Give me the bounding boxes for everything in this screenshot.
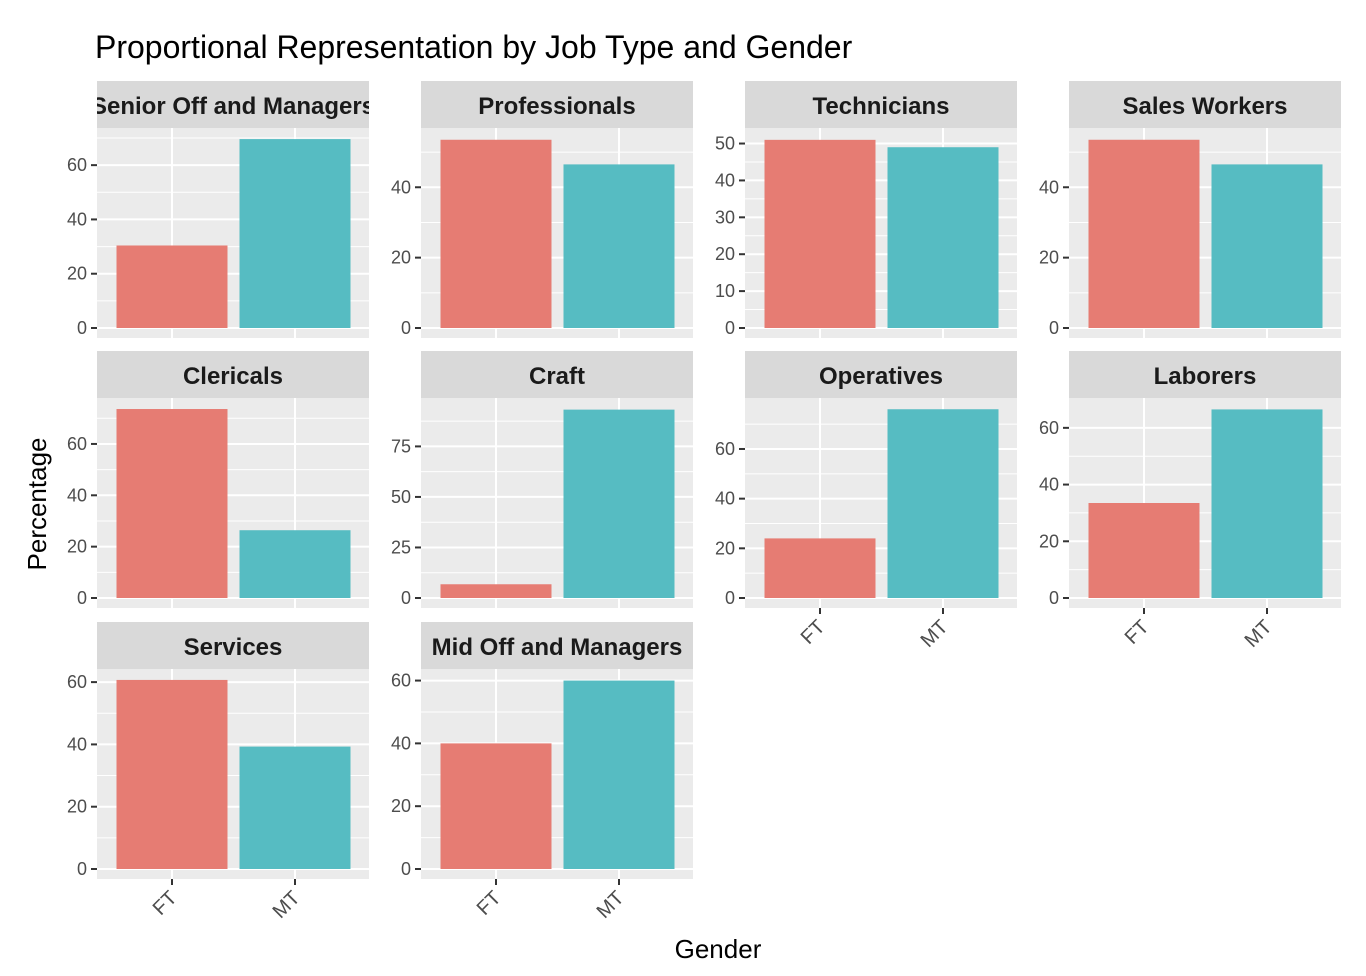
y-axis-title: Percentage	[22, 438, 52, 571]
y-tick-label: 0	[77, 588, 87, 608]
y-tick-label: 30	[715, 207, 735, 227]
y-tick-label: 20	[67, 264, 87, 284]
y-tick-label: 25	[391, 537, 411, 557]
bar-mt	[563, 164, 675, 328]
y-tick-label: 50	[715, 134, 735, 154]
facet-strip-label: Services	[184, 634, 283, 661]
y-tick-label: 20	[391, 796, 411, 816]
facet-strip	[745, 351, 1017, 398]
bar-mt	[239, 139, 351, 328]
x-axis-title: Gender	[675, 934, 762, 964]
bar-ft	[440, 584, 552, 598]
facet-strip	[745, 81, 1017, 128]
y-tick-label: 0	[725, 588, 735, 608]
facet-strip-label: Clericals	[183, 363, 283, 390]
x-tick-label: FT	[1121, 616, 1154, 649]
chart-title: Proportional Representation by Job Type …	[95, 29, 853, 65]
facet-strip	[421, 351, 693, 398]
y-tick-label: 40	[391, 177, 411, 197]
bar-ft	[1088, 503, 1200, 598]
bar-mt	[1211, 164, 1323, 328]
facet-strip-label: Technicians	[813, 93, 950, 120]
bar-mt	[239, 746, 351, 869]
y-tick-label: 10	[715, 281, 735, 301]
y-tick-label: 40	[715, 489, 735, 509]
x-tick-label: MT	[269, 887, 305, 923]
y-tick-label: 40	[715, 170, 735, 190]
y-tick-label: 20	[715, 244, 735, 264]
y-tick-label: 0	[401, 588, 411, 608]
facet-strip-label: Senior Off and Managers	[91, 93, 375, 120]
y-tick-label: 75	[391, 436, 411, 456]
bar-ft	[764, 139, 876, 328]
y-tick-label: 60	[1039, 418, 1059, 438]
bar-ft	[440, 139, 552, 328]
facet-strip	[97, 351, 369, 398]
y-tick-label: 40	[67, 485, 87, 505]
y-tick-label: 40	[67, 209, 87, 229]
y-tick-label: 20	[67, 797, 87, 817]
y-tick-label: 20	[391, 248, 411, 268]
y-tick-label: 0	[401, 859, 411, 879]
y-tick-label: 0	[1049, 318, 1059, 338]
y-tick-label: 20	[715, 538, 735, 558]
bar-mt	[239, 530, 351, 598]
y-tick-label: 0	[77, 318, 87, 338]
bar-ft	[764, 538, 876, 598]
y-tick-label: 60	[67, 155, 87, 175]
y-tick-label: 20	[1039, 531, 1059, 551]
bar-ft	[116, 679, 228, 869]
x-tick-label: MT	[917, 616, 953, 652]
bar-ft	[1088, 139, 1200, 328]
y-tick-label: 60	[67, 434, 87, 454]
bar-mt	[563, 680, 675, 869]
x-tick-label: FT	[473, 887, 506, 920]
y-tick-label: 0	[77, 859, 87, 879]
facet-strip	[421, 81, 693, 128]
facet-panels: Senior Off and Managers 0 20 40 60 Profession…	[67, 81, 1341, 923]
x-tick-label: FT	[149, 887, 182, 920]
x-tick-label: MT	[593, 887, 629, 923]
y-tick-label: 0	[725, 318, 735, 338]
y-tick-label: 60	[67, 672, 87, 692]
facet-strip-label: Operatives	[819, 363, 943, 390]
y-tick-label: 60	[391, 671, 411, 691]
facet-strip	[97, 622, 369, 669]
facet-strip	[97, 81, 369, 128]
bar-ft	[116, 409, 228, 598]
facet-strip	[1069, 351, 1341, 398]
y-tick-label: 40	[1039, 475, 1059, 495]
x-tick-label: MT	[1241, 616, 1277, 652]
y-tick-label: 0	[1049, 588, 1059, 608]
y-tick-label: 40	[391, 733, 411, 753]
bar-mt	[887, 147, 999, 328]
y-tick-label: 40	[67, 734, 87, 754]
bar-ft	[116, 245, 228, 328]
x-tick-label: FT	[797, 616, 830, 649]
y-tick-label: 20	[1039, 248, 1059, 268]
facet-strip-label: Craft	[529, 363, 585, 390]
y-tick-label: 40	[1039, 177, 1059, 197]
y-tick-label: 20	[67, 537, 87, 557]
facet-strip-label: Mid Off and Managers	[432, 634, 683, 661]
y-tick-label: 60	[715, 439, 735, 459]
facet-strip-label: Sales Workers	[1123, 93, 1288, 120]
facet-strip	[1069, 81, 1341, 128]
bar-mt	[563, 409, 675, 598]
facet-strip	[421, 622, 693, 669]
y-tick-label: 0	[401, 318, 411, 338]
bar-ft	[440, 743, 552, 869]
facet-strip-label: Laborers	[1154, 363, 1257, 390]
bar-mt	[1211, 409, 1323, 598]
bar-mt	[887, 409, 999, 598]
y-tick-label: 50	[391, 487, 411, 507]
facet-strip-label: Professionals	[478, 93, 635, 120]
